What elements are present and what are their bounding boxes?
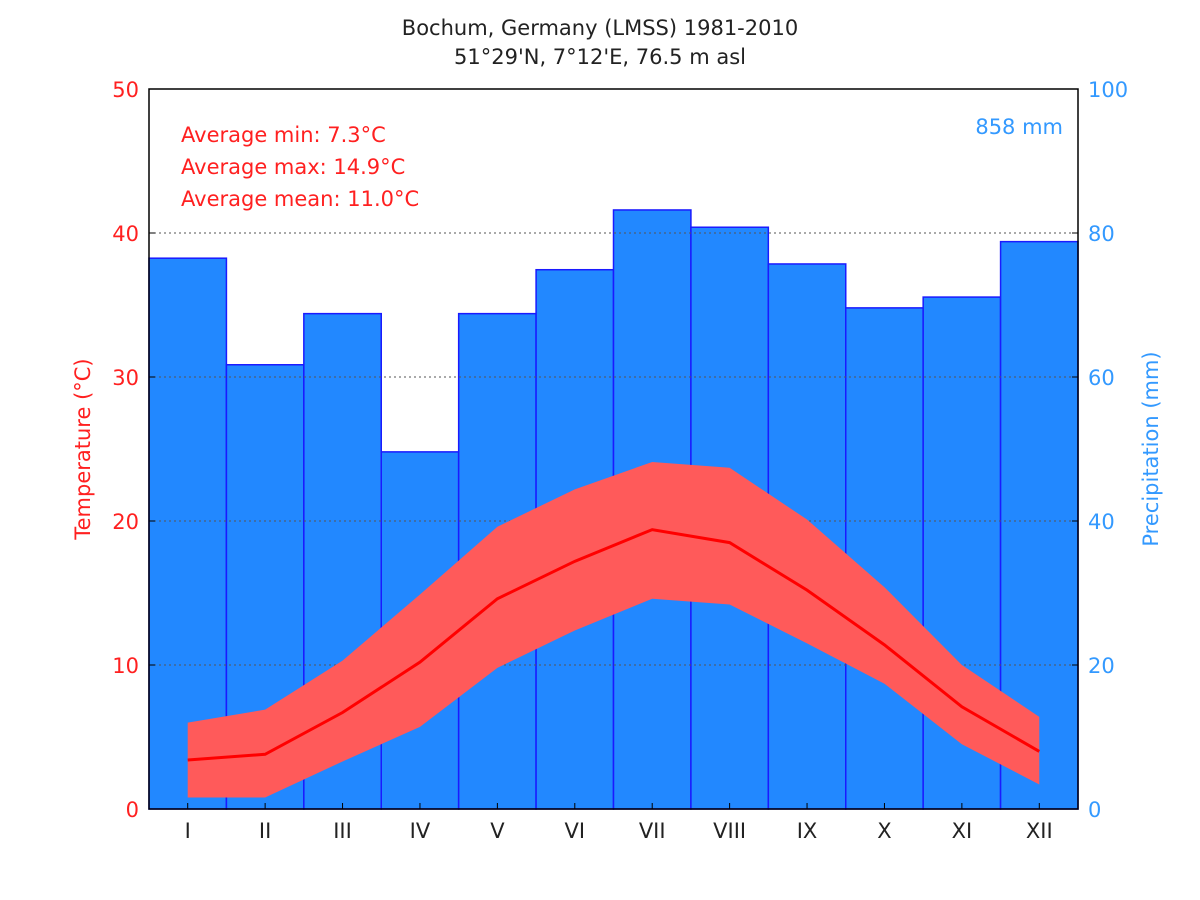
x-tick-label: II — [259, 819, 271, 843]
y-axis-right-label: Precipitation (mm) — [1139, 351, 1163, 546]
chart-title: Bochum, Germany (LMSS) 1981-2010 — [402, 16, 798, 40]
x-tick-label: XI — [952, 819, 973, 843]
avg-min-label: Average min: 7.3°C — [181, 123, 386, 147]
total-precip-label: 858 mm — [975, 115, 1063, 139]
y-axis-left-label: Temperature (°C) — [71, 358, 95, 540]
y-tick-left: 40 — [112, 222, 139, 246]
x-tick-label: X — [877, 819, 891, 843]
x-tick-label: VII — [639, 819, 666, 843]
y-tick-right: 20 — [1088, 654, 1115, 678]
y-tick-left: 20 — [112, 510, 139, 534]
plot-frame — [148, 88, 1079, 810]
chart-subtitle: 51°29'N, 7°12'E, 76.5 m asl — [454, 45, 746, 69]
x-tick-label: V — [490, 819, 505, 843]
y-tick-right: 40 — [1088, 510, 1115, 534]
y-tick-right: 80 — [1088, 222, 1115, 246]
x-tick-label: IV — [410, 819, 431, 843]
x-tick-label: IX — [797, 819, 818, 843]
x-tick-label: VIII — [713, 819, 746, 843]
x-tick-label: VI — [565, 819, 586, 843]
y-tick-left: 0 — [126, 798, 139, 822]
y-tick-left: 30 — [112, 366, 139, 390]
precip-bar — [148, 257, 228, 810]
precip-bar — [845, 307, 924, 810]
temp-range-area — [187, 461, 1040, 798]
x-tick-label: XII — [1026, 819, 1053, 843]
avg-max-label: Average max: 14.9°C — [181, 155, 405, 179]
x-tick-label: III — [333, 819, 352, 843]
y-tick-left: 50 — [112, 78, 139, 102]
y-tick-right: 60 — [1088, 366, 1115, 390]
y-tick-right: 0 — [1088, 798, 1101, 822]
x-tick-label: I — [185, 819, 191, 843]
mean-temp-line — [187, 528, 1041, 762]
y-tick-left: 10 — [112, 654, 139, 678]
y-tick-right: 100 — [1088, 78, 1128, 102]
avg-mean-label: Average mean: 11.0°C — [181, 187, 419, 211]
